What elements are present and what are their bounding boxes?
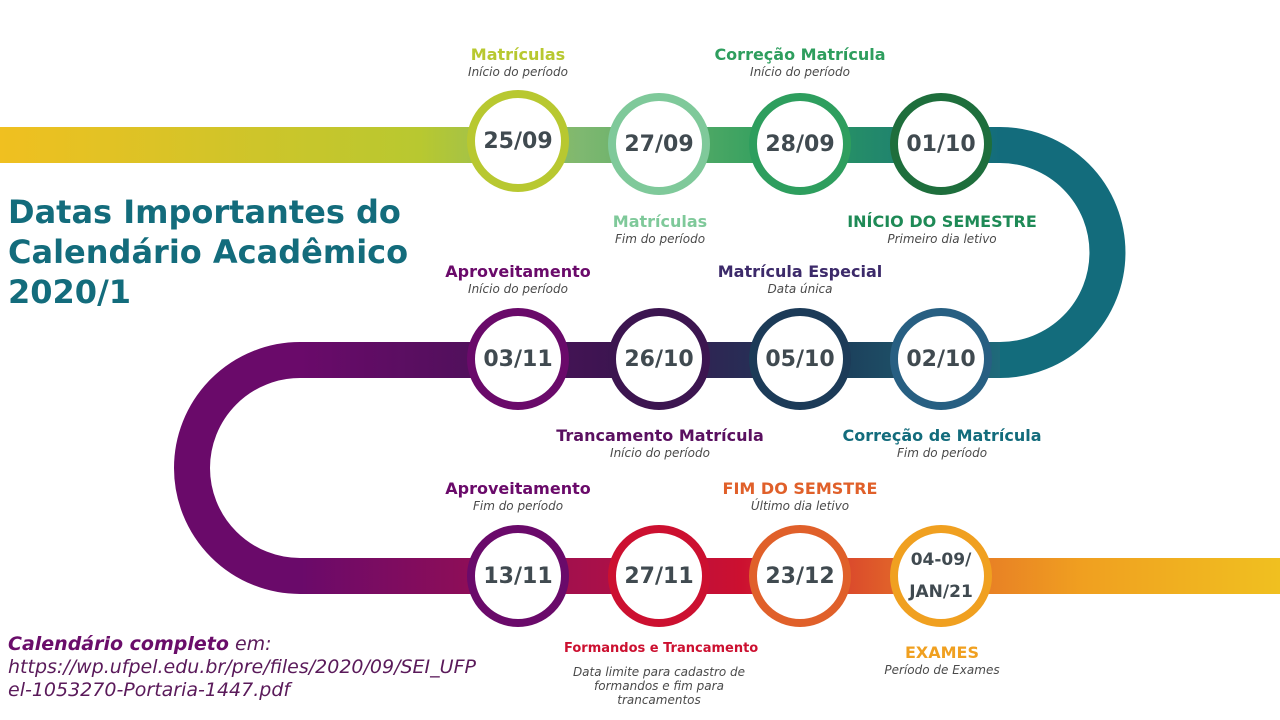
page-title: Datas Importantes do Calendário Acadêmic… (8, 192, 428, 312)
label-trancamento-inicio: Trancamento Matrícula Início do período (556, 426, 764, 460)
date-node-formandos: 27/11 (608, 525, 710, 627)
label-exames: EXAMES Período de Exames (884, 643, 1000, 677)
date-node-matriculas-fim: 27/09 (608, 93, 710, 195)
track-curve-right (999, 127, 1126, 378)
date-node-correcao-fim: 02/10 (890, 308, 992, 410)
label-inicio-semestre: INÍCIO DO SEMESTRE Primeiro dia letivo (847, 212, 1037, 246)
date-node-inicio-semestre: 01/10 (890, 93, 992, 195)
label-correcao-fim: Correção de Matrícula Fim do período (842, 426, 1042, 460)
label-matriculas-inicio: Matrículas Início do período (468, 45, 568, 79)
label-aproveitamento-fim: Aproveitamento Fim do período (445, 479, 591, 513)
footer-label: Calendário completo (8, 633, 229, 655)
label-correcao-inicio: Correção Matrícula Início do período (714, 45, 886, 79)
label-matriculas-fim: Matrículas Fim do período (612, 212, 708, 246)
title-line-1: Datas Importantes do (8, 193, 401, 231)
calendar-url[interactable]: https://wp.ufpel.edu.br/pre/files/2020/0… (8, 656, 476, 678)
label-aproveitamento-inicio: Aproveitamento Início do período (445, 262, 591, 296)
title-line-2: Calendário Acadêmico (8, 233, 409, 271)
date-node-correcao-inicio: 28/09 (749, 93, 851, 195)
date-node-matriculas-inicio: 25/09 (467, 90, 569, 192)
date-node-aproveitamento-fim: 13/11 (467, 525, 569, 627)
date-node-aproveitamento-inicio: 03/11 (467, 308, 569, 410)
calendar-url-continued[interactable]: el-1053270-Portaria-1447.pdf (8, 679, 291, 701)
footer-link-block: Calendário completo em: https://wp.ufpel… (8, 633, 478, 702)
title-line-3: 2020/1 (8, 273, 132, 311)
date-node-exames: 04-09/ JAN/21 (890, 525, 992, 627)
date-node-fim-semestre: 23/12 (749, 525, 851, 627)
label-formandos: Formandos e Trancamento Data limite para… (564, 641, 759, 707)
label-fim-semestre: FIM DO SEMSTRE Último dia letivo (722, 479, 878, 513)
date-node-matricula-especial: 05/10 (749, 308, 851, 410)
date-node-trancamento-inicio: 26/10 (608, 308, 710, 410)
track-curve-left (174, 342, 301, 594)
label-matricula-especial: Matrícula Especial Data única (717, 262, 883, 296)
